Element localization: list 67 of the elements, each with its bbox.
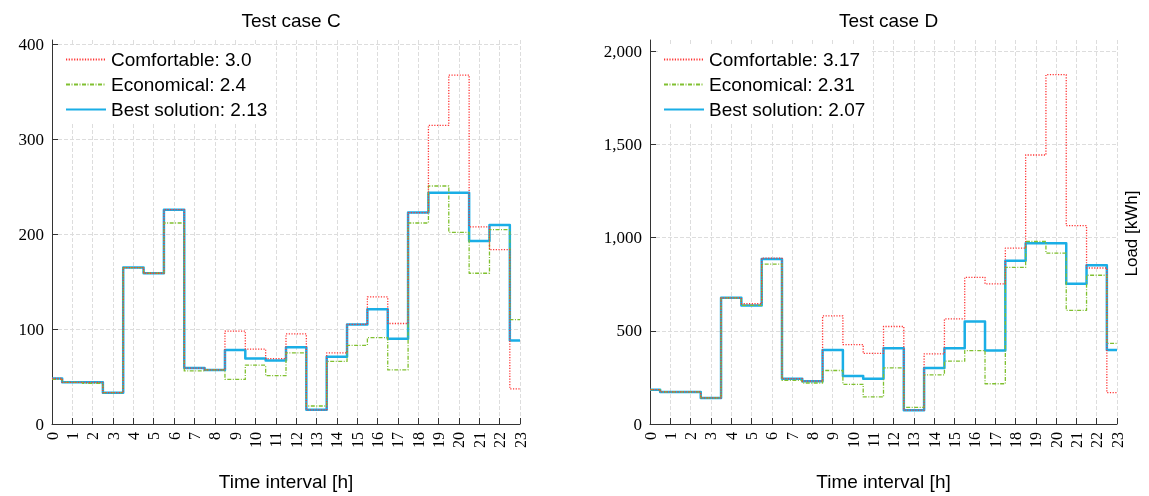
x-tick-label: 8 [803, 432, 821, 440]
x-tick-label: 17 [389, 432, 407, 448]
y-tick-label: 1,500 [603, 134, 642, 154]
x-tick-label: 1 [63, 432, 81, 440]
x-tick-label: 5 [743, 432, 761, 440]
y-tick-label: 100 [18, 319, 44, 339]
x-tick-label: 2 [682, 432, 700, 440]
x-tick-label: 6 [165, 432, 183, 440]
x-tick-label: 0 [43, 432, 61, 440]
y-tick-label: 2,000 [603, 41, 642, 61]
legend-label: Best solution: 2.07 [709, 99, 866, 120]
x-tick-label: 20 [1047, 432, 1065, 448]
chart-title: Test case C [241, 10, 341, 31]
x-tick-label: 16 [966, 432, 984, 448]
x-tick-label: 15 [946, 432, 964, 448]
y-tick-label: 200 [18, 224, 44, 244]
x-tick-label: 3 [702, 432, 720, 440]
x-tick-label: 9 [824, 432, 842, 440]
x-tick-label: 19 [1027, 432, 1045, 448]
x-tick-label: 4 [722, 432, 740, 440]
x-tick-label: 2 [84, 432, 102, 440]
x-tick-label: 16 [369, 432, 387, 448]
x-tick-label: 22 [1088, 432, 1106, 448]
x-tick-label: 14 [328, 432, 346, 448]
y-tick-label: 300 [18, 130, 44, 150]
x-tick-label: 18 [1006, 432, 1024, 448]
legend-label: Economical: 2.31 [709, 74, 855, 95]
x-tick-label: 7 [783, 432, 801, 440]
x-tick-label: 18 [409, 432, 427, 448]
x-tick-label: 19 [430, 432, 448, 448]
legend-label: Comfortable: 3.17 [709, 49, 861, 70]
x-tick-label: 21 [1067, 432, 1085, 448]
x-tick-label: 7 [185, 432, 203, 440]
y-axis-title: Load [kWh] [1122, 190, 1141, 277]
x-axis-title: Time interval [h] [816, 471, 951, 492]
x-tick-label: 12 [885, 432, 903, 448]
x-tick-label: 10 [844, 432, 862, 448]
x-tick-label: 5 [145, 432, 163, 440]
x-tick-label: 6 [763, 432, 781, 440]
chart-title: Test case D [838, 10, 939, 31]
x-tick-label: 10 [246, 432, 264, 448]
legend-label: Comfortable: 3.0 [111, 49, 252, 70]
x-tick-label: 9 [226, 432, 244, 440]
x-tick-label: 23 [1108, 432, 1126, 448]
x-tick-label: 14 [925, 432, 943, 448]
x-tick-label: 11 [864, 432, 882, 448]
x-tick-label: 20 [450, 432, 468, 448]
x-tick-label: 21 [470, 432, 488, 448]
x-tick-label: 13 [905, 432, 923, 448]
x-tick-label: 3 [104, 432, 122, 440]
x-tick-label: 4 [124, 432, 142, 440]
y-tick-label: 500 [616, 321, 642, 341]
x-tick-label: 22 [491, 432, 509, 448]
y-tick-label: 1,000 [603, 228, 642, 248]
x-tick-label: 12 [287, 432, 305, 448]
legend-label: Economical: 2.4 [111, 74, 247, 95]
x-axis-title: Time interval [h] [218, 471, 354, 492]
x-tick-label: 11 [267, 432, 285, 448]
y-tick-label: 400 [18, 35, 44, 55]
x-tick-label: 1 [661, 432, 679, 440]
x-tick-label: 0 [641, 432, 659, 440]
x-tick-label: 15 [348, 432, 366, 448]
x-tick-label: 23 [511, 432, 529, 448]
legend-label: Best solution: 2.13 [111, 99, 268, 120]
x-tick-label: 8 [206, 432, 224, 440]
x-tick-label: 17 [986, 432, 1004, 448]
x-tick-label: 13 [308, 432, 326, 448]
